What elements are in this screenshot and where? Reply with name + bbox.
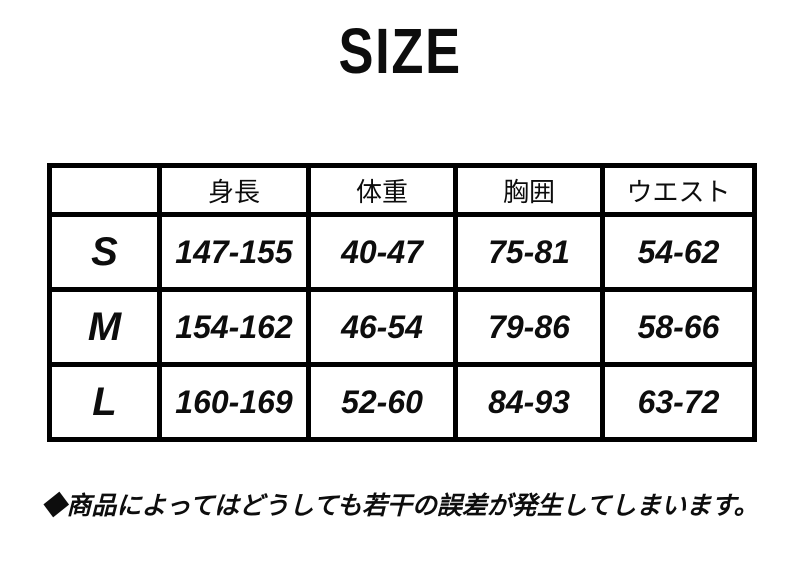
cell-s-height: 147-155	[157, 212, 311, 292]
cell-m-waist: 58-66	[600, 287, 757, 367]
table-row-m: M 154-162 46-54 79-86 58-66	[47, 287, 757, 367]
cell-s-chest: 75-81	[453, 212, 605, 292]
page-title-wrap: SIZE	[0, 15, 800, 87]
cell-s-weight: 40-47	[306, 212, 458, 292]
cell-m-height: 154-162	[157, 287, 311, 367]
cell-l-height: 160-169	[157, 362, 311, 442]
footnote: ◆商品によってはどうしても若干の誤差が発生してしまいます。	[41, 492, 759, 520]
size-label-l: L	[47, 362, 162, 442]
column-header-chest: 胸囲	[453, 163, 605, 217]
cell-m-chest: 79-86	[453, 287, 605, 367]
size-label-s: S	[47, 212, 162, 292]
cell-l-waist: 63-72	[600, 362, 757, 442]
cell-l-chest: 84-93	[453, 362, 605, 442]
column-header-height: 身長	[157, 163, 311, 217]
cell-l-weight: 52-60	[306, 362, 458, 442]
column-header-waist: ウエスト	[600, 163, 757, 217]
column-header-weight: 体重	[306, 163, 458, 217]
page-title: SIZE	[338, 15, 462, 87]
size-table-corner-cell	[47, 163, 162, 217]
size-label-m: M	[47, 287, 162, 367]
table-row-s: S 147-155 40-47 75-81 54-62	[47, 212, 757, 292]
size-table: 身長 体重 胸囲 ウエスト S 147-155 40-47 75-81 54-6…	[47, 163, 757, 442]
size-table-header-row: 身長 体重 胸囲 ウエスト	[47, 163, 757, 217]
cell-s-waist: 54-62	[600, 212, 757, 292]
table-row-l: L 160-169 52-60 84-93 63-72	[47, 362, 757, 442]
cell-m-weight: 46-54	[306, 287, 458, 367]
